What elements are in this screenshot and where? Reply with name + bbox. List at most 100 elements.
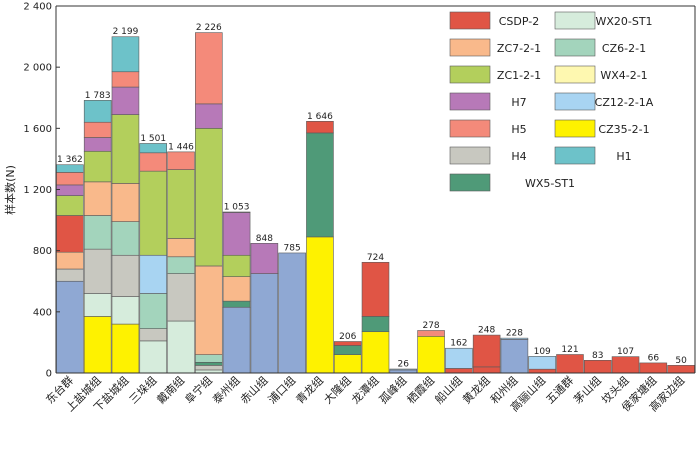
total-label: 109	[534, 347, 551, 357]
total-label: 83	[592, 351, 603, 361]
bar-segment	[83, 121, 112, 138]
total-label: 26	[398, 360, 410, 370]
bar-segment	[472, 366, 501, 374]
bar-segment	[56, 251, 84, 270]
bar-segment	[56, 184, 84, 196]
y-tick-label: 1 600	[23, 124, 52, 135]
bar-segment	[167, 169, 195, 239]
bar-segment	[167, 273, 195, 322]
bar-segment	[195, 265, 223, 355]
total-label: 206	[339, 332, 356, 342]
legend-swatch	[554, 11, 596, 30]
bar-segment	[111, 36, 140, 73]
total-label: 278	[422, 321, 439, 331]
total-label: 1 446	[168, 142, 194, 152]
legend-swatch	[554, 119, 596, 138]
bar-segment	[445, 347, 473, 369]
total-label: 1 783	[85, 91, 111, 101]
y-axis-title: 样本数(N)	[3, 165, 17, 215]
x-tick-label: 阜宁组	[182, 373, 215, 406]
bar-segment	[306, 236, 334, 374]
legend-label: H4	[511, 150, 526, 163]
legend-swatch	[449, 38, 491, 57]
y-tick-label: 2 400	[23, 2, 52, 13]
bar-segment	[139, 170, 168, 256]
legend-label: ZC1-2-1	[497, 69, 541, 82]
bar-segment	[111, 323, 140, 374]
total-label: 724	[367, 253, 384, 263]
y-tick-label: 400	[33, 307, 52, 318]
total-label: 848	[256, 234, 273, 244]
x-tick-label: 孤峰组	[376, 373, 409, 406]
bar-segment	[667, 365, 695, 374]
legend-swatch	[449, 65, 491, 84]
legend-label: CSDP-2	[499, 15, 540, 28]
bar-segment	[361, 331, 390, 374]
bar-segment	[528, 368, 556, 374]
bar-segment	[333, 354, 362, 374]
legend-label: CZ35-2-1	[598, 123, 649, 136]
bar-segment	[556, 354, 584, 374]
bar-segment	[306, 121, 334, 134]
legend-swatch	[449, 92, 491, 111]
bar-segment	[222, 276, 251, 302]
bar-segment	[195, 354, 223, 363]
bar-segment	[139, 152, 168, 172]
bar-segment	[361, 316, 390, 333]
bar-segment	[195, 365, 223, 371]
bar-segment	[83, 248, 112, 294]
bar-segment	[167, 256, 195, 274]
bar-segment	[111, 296, 140, 325]
bar-segment	[139, 293, 168, 329]
x-tick-label: 龙潭组	[348, 373, 381, 406]
bar-segment	[83, 137, 112, 152]
legend-swatch	[554, 92, 596, 111]
bar-segment	[195, 32, 223, 105]
bar-segment	[583, 360, 612, 374]
legend-label: H7	[511, 96, 526, 109]
legend: CSDP-2 WX20-ST1 ZC7-2-1 CZ6-2-1 ZC1-2-1 WX4-2…	[449, 11, 654, 192]
x-tick-label: 赤山组	[237, 373, 270, 406]
bar-segment	[500, 339, 529, 374]
total-label: 248	[478, 326, 495, 336]
bar-segment	[56, 164, 84, 173]
bar-segment	[111, 183, 140, 222]
x-tick-label: 五通群	[543, 373, 576, 406]
bar-segment	[195, 361, 223, 366]
legend-swatch	[449, 146, 491, 165]
bar-segment	[111, 86, 140, 115]
legend-label: ZC7-2-1	[497, 42, 541, 55]
x-tick-label: 茅山组	[571, 373, 604, 406]
bar-segment	[111, 221, 140, 256]
bar-segment	[528, 356, 556, 370]
x-tick-label: 黄龙组	[460, 373, 493, 406]
y-tick-label: 0	[46, 369, 52, 380]
bar-segment	[278, 252, 306, 374]
bar-segment	[222, 212, 251, 256]
bar-segment	[222, 254, 251, 277]
y-tick-label: 1 200	[23, 185, 52, 196]
total-label: 1 053	[224, 202, 250, 212]
total-label: 2 199	[113, 27, 139, 37]
legend-label: CZ6-2-1	[602, 42, 646, 55]
bar-segment	[83, 100, 112, 123]
legend-label: WX5-ST1	[525, 177, 575, 190]
bar-segment	[139, 340, 168, 374]
legend-swatch	[554, 146, 596, 165]
bar-segment	[195, 128, 223, 267]
legend-label: H5	[511, 123, 526, 136]
legend-swatch	[554, 38, 596, 57]
legend-swatch	[449, 11, 491, 30]
total-label: 107	[617, 347, 634, 357]
x-tick-label: 戴南组	[154, 373, 187, 406]
bar-segment	[56, 172, 84, 186]
bar-segment	[56, 268, 84, 282]
y-tick-label: 2 000	[23, 63, 52, 74]
bar-segment	[472, 334, 501, 368]
bar-segment	[361, 261, 390, 317]
bar-segment	[139, 328, 168, 342]
legend-label: CZ12-2-1A	[595, 96, 654, 109]
bar-segment	[500, 337, 529, 340]
bar-segment	[139, 254, 168, 294]
